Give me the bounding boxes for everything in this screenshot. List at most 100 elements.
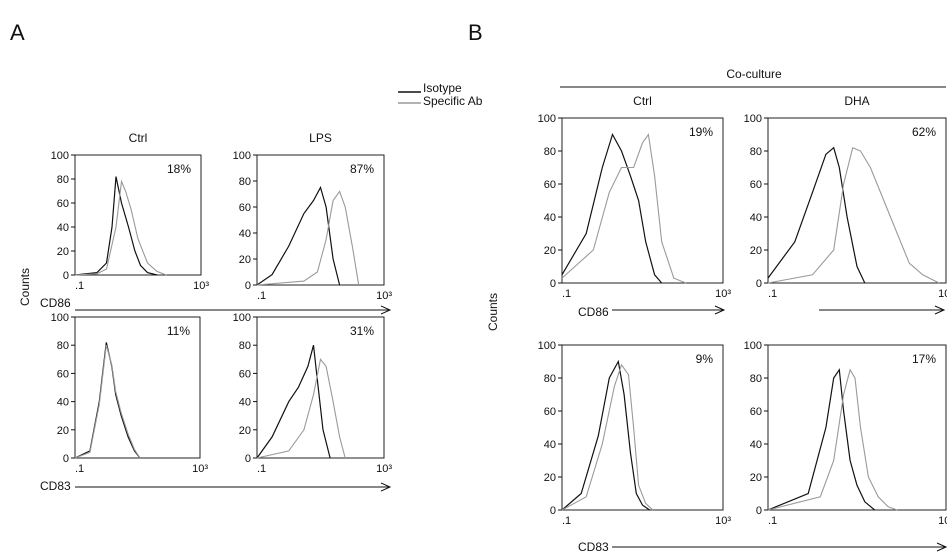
y-tick-label: 80 bbox=[750, 373, 762, 385]
y-tick-label: 100 bbox=[744, 340, 762, 352]
panel-letter-a: A bbox=[10, 20, 25, 45]
y-tick-label: 0 bbox=[63, 453, 69, 465]
y-tick-label: 0 bbox=[756, 278, 762, 290]
x-tick-label: .1 bbox=[562, 515, 571, 527]
coculture-label: Co-culture bbox=[726, 67, 782, 81]
y-tick-label: 100 bbox=[538, 340, 556, 352]
panel-title: Ctrl bbox=[633, 94, 652, 108]
y-tick-label: 20 bbox=[750, 245, 762, 257]
y-tick-label: 100 bbox=[233, 150, 251, 162]
percent-label: 9% bbox=[696, 352, 714, 366]
isotype-curve bbox=[74, 342, 141, 459]
y-tick-label: 40 bbox=[750, 439, 762, 451]
y-tick-label: 60 bbox=[239, 202, 251, 214]
x-tick-label: 10³ bbox=[938, 288, 947, 300]
panel-title: Ctrl bbox=[129, 131, 148, 145]
x-tick-label: .1 bbox=[768, 288, 777, 300]
percent-label: 87% bbox=[350, 162, 374, 176]
plot-frame bbox=[561, 344, 724, 511]
y-tick-label: 60 bbox=[239, 368, 251, 380]
y-tick-label: 80 bbox=[239, 340, 251, 352]
y-tick-label: 20 bbox=[544, 472, 556, 484]
marker-label: CD83 bbox=[578, 540, 609, 554]
x-tick-label: 10³ bbox=[193, 280, 209, 292]
legend-label-isotype: Isotype bbox=[423, 81, 462, 95]
arrow-head bbox=[714, 305, 726, 315]
y-tick-label: 40 bbox=[57, 397, 69, 409]
y-tick-label: 0 bbox=[245, 280, 251, 292]
y-tick-label: 80 bbox=[750, 146, 762, 158]
arrow-head bbox=[380, 305, 392, 315]
y-tick-label: 20 bbox=[239, 254, 251, 266]
percent-label: 18% bbox=[167, 162, 191, 176]
histogram-panels: 0 20 40 60 80 100 .1 10³ Ctrl 18% CD86 0 20 40 60 80 100… bbox=[40, 94, 947, 554]
histogram-panel-7: 0 20 40 60 80 100 .1 10³ 17% bbox=[744, 340, 947, 527]
y-tick-label: 80 bbox=[57, 340, 69, 352]
y-tick-label: 60 bbox=[57, 198, 69, 210]
specific-ab-curve bbox=[74, 345, 141, 459]
isotype-curve bbox=[767, 146, 866, 284]
x-tick-label: 10³ bbox=[376, 463, 392, 475]
y-tick-label: 20 bbox=[750, 472, 762, 484]
y-tick-label: 60 bbox=[750, 406, 762, 418]
histogram-panel-0: 0 20 40 60 80 100 .1 10³ Ctrl 18% CD86 bbox=[40, 131, 392, 315]
histogram-panel-1: 0 20 40 60 80 100 .1 10³ LPS 87% bbox=[233, 131, 393, 302]
specific-ab-curve bbox=[561, 363, 654, 511]
plot-frame bbox=[561, 117, 724, 284]
y-tick-label: 40 bbox=[750, 212, 762, 224]
y-tick-label: 100 bbox=[233, 312, 251, 324]
histogram-panel-6: 0 20 40 60 80 100 .1 10³ 9% CD83 bbox=[538, 340, 947, 554]
isotype-curve bbox=[561, 359, 650, 511]
panel-title: DHA bbox=[844, 94, 869, 108]
isotype-curve bbox=[74, 176, 158, 276]
panel-title: LPS bbox=[309, 131, 332, 145]
percent-label: 62% bbox=[912, 125, 936, 139]
x-tick-label: .1 bbox=[257, 463, 266, 475]
specific-ab-curve bbox=[256, 358, 346, 459]
percent-label: 11% bbox=[167, 324, 190, 338]
isotype-curve bbox=[561, 132, 663, 284]
specific-ab-curve bbox=[561, 133, 687, 284]
y-axis-label-b: Counts bbox=[486, 293, 500, 331]
histogram-panel-2: 0 20 40 60 80 100 .1 10³ 11% CD83 bbox=[40, 312, 392, 493]
plot-frame bbox=[767, 117, 947, 284]
y-tick-label: 40 bbox=[544, 212, 556, 224]
y-tick-label: 80 bbox=[57, 174, 69, 186]
arrow-head bbox=[936, 542, 947, 552]
plot-frame bbox=[767, 344, 947, 511]
specific-ab-curve bbox=[767, 146, 940, 284]
percent-label: 31% bbox=[350, 324, 374, 338]
x-tick-label: .1 bbox=[257, 290, 266, 302]
x-tick-label: .1 bbox=[562, 288, 571, 300]
x-tick-label: 10³ bbox=[938, 515, 947, 527]
x-tick-label: 10³ bbox=[715, 515, 731, 527]
y-tick-label: 40 bbox=[239, 397, 251, 409]
y-tick-label: 60 bbox=[544, 406, 556, 418]
y-tick-label: 20 bbox=[57, 425, 69, 437]
y-tick-label: 20 bbox=[57, 246, 69, 258]
y-tick-label: 100 bbox=[51, 150, 69, 162]
specific-ab-curve bbox=[74, 179, 167, 276]
plot-frame bbox=[256, 154, 385, 286]
y-tick-label: 80 bbox=[544, 373, 556, 385]
y-tick-label: 20 bbox=[544, 245, 556, 257]
x-tick-label: .1 bbox=[75, 463, 84, 475]
specific-ab-curve bbox=[256, 190, 360, 286]
x-tick-label: 10³ bbox=[715, 288, 731, 300]
y-tick-label: 40 bbox=[239, 228, 251, 240]
arrow-head bbox=[934, 305, 946, 315]
legend: Isotype Specific Ab bbox=[398, 81, 483, 108]
plot-frame bbox=[74, 316, 201, 459]
y-tick-label: 0 bbox=[756, 505, 762, 517]
histogram-panel-3: 0 20 40 60 80 100 .1 10³ 31% bbox=[233, 312, 393, 475]
percent-label: 19% bbox=[689, 125, 713, 139]
isotype-curve bbox=[256, 185, 341, 286]
marker-label: CD86 bbox=[40, 296, 71, 310]
y-tick-label: 80 bbox=[239, 176, 251, 188]
x-tick-label: .1 bbox=[75, 280, 84, 292]
panel-letter-b: B bbox=[468, 20, 483, 45]
histogram-panel-4: 0 20 40 60 80 100 .1 10³ Ctrl 19% CD86 bbox=[538, 94, 732, 319]
histogram-panel-5: 0 20 40 60 80 100 .1 10³ DHA 62% bbox=[744, 94, 947, 315]
x-tick-label: .1 bbox=[768, 515, 777, 527]
